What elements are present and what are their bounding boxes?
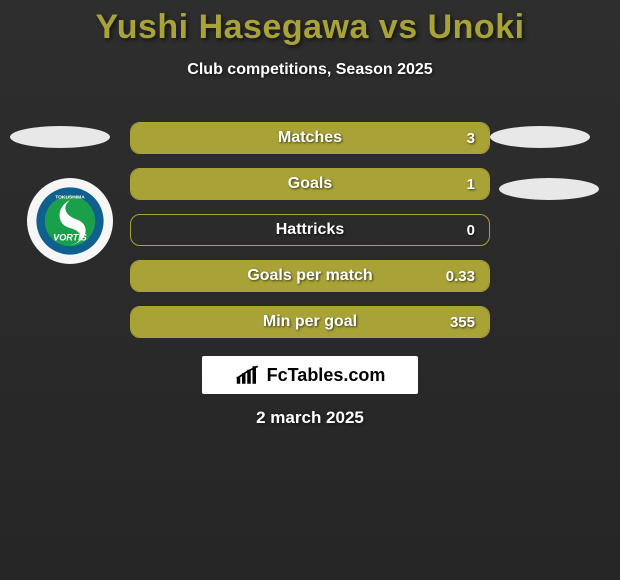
bar-fill [131, 169, 489, 199]
bar-fill [131, 123, 489, 153]
bars-logo-icon [235, 364, 263, 386]
stats-bars: Matches 3 Goals 1 Hattricks 0 Goals per … [130, 122, 490, 352]
bar-fill [131, 307, 489, 337]
vortis-crest-icon: TOKUSHIMA VORTIS [35, 186, 105, 256]
team-badge: TOKUSHIMA VORTIS [27, 178, 113, 264]
brand-text: FcTables.com [267, 365, 386, 386]
bar-hattricks: Hattricks 0 [130, 214, 490, 246]
crest-text-main: VORTIS [53, 233, 87, 243]
bar-matches: Matches 3 [130, 122, 490, 154]
bar-min-per-goal: Min per goal 355 [130, 306, 490, 338]
bar-label: Hattricks [131, 215, 489, 245]
date-label: 2 march 2025 [0, 408, 620, 428]
subtitle: Club competitions, Season 2025 [0, 61, 620, 79]
crest-text-top: TOKUSHIMA [55, 195, 85, 201]
bar-goals-per-match: Goals per match 0.33 [130, 260, 490, 292]
page-title: Yushi Hasegawa vs Unoki [0, 0, 620, 47]
bar-value: 0 [467, 215, 475, 245]
player-slot-left [10, 126, 110, 148]
bar-fill [131, 261, 489, 291]
brand-badge: FcTables.com [202, 356, 418, 394]
player-slot-right-b [499, 178, 599, 200]
player-slot-right-a [490, 126, 590, 148]
bar-goals: Goals 1 [130, 168, 490, 200]
